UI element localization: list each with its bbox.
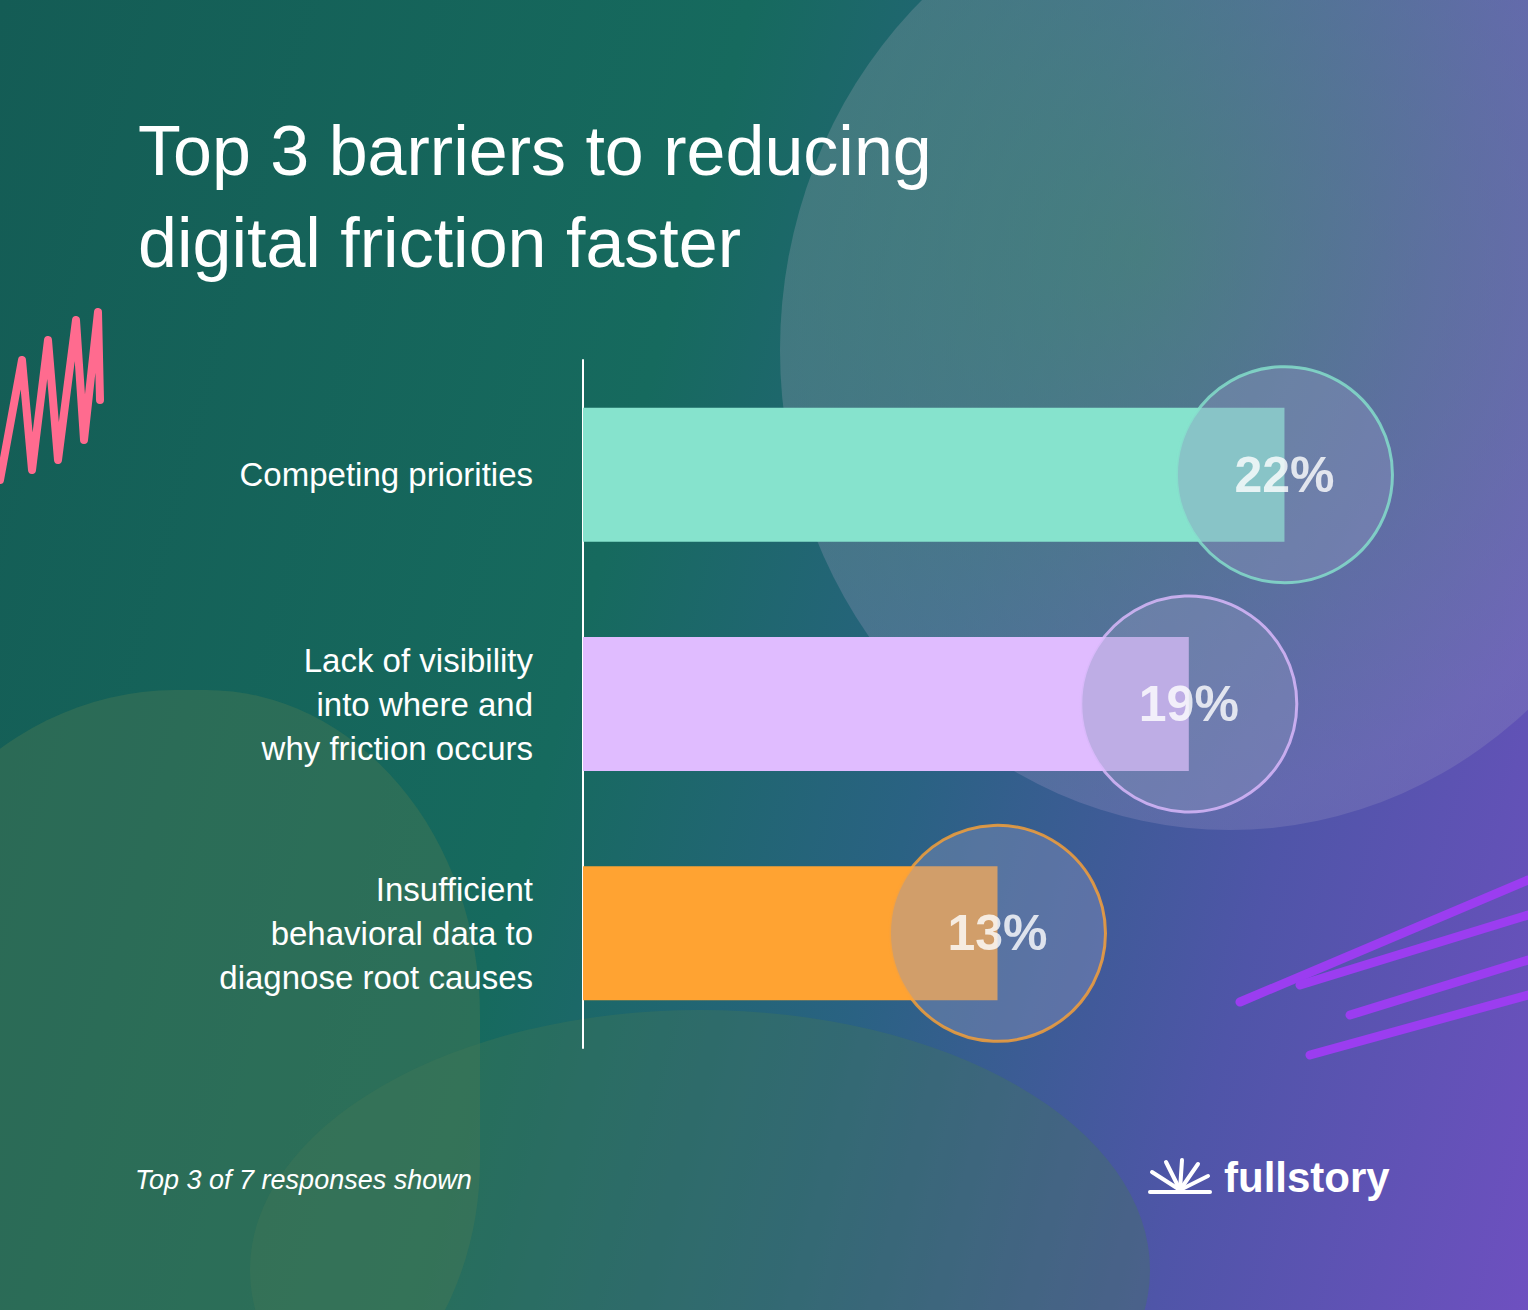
svg-text:diagnose root causes: diagnose root causes	[219, 959, 533, 996]
svg-text:Top 3 barriers to reducing: Top 3 barriers to reducing	[138, 112, 932, 190]
svg-text:Lack of visibility: Lack of visibility	[304, 642, 534, 679]
svg-text:behavioral data to: behavioral data to	[271, 915, 533, 952]
svg-text:Top 3 of 7 responses shown: Top 3 of 7 responses shown	[135, 1165, 472, 1195]
svg-text:22%: 22%	[1234, 447, 1334, 503]
svg-text:into where and: into where and	[317, 686, 533, 723]
svg-text:13%: 13%	[947, 905, 1047, 961]
svg-text:fullstory: fullstory	[1224, 1154, 1390, 1201]
svg-text:Insufficient: Insufficient	[376, 871, 533, 908]
svg-text:Competing priorities: Competing priorities	[240, 456, 533, 493]
svg-text:19%: 19%	[1139, 676, 1239, 732]
svg-text:why friction occurs: why friction occurs	[261, 730, 533, 767]
svg-text:digital friction faster: digital friction faster	[138, 204, 741, 282]
